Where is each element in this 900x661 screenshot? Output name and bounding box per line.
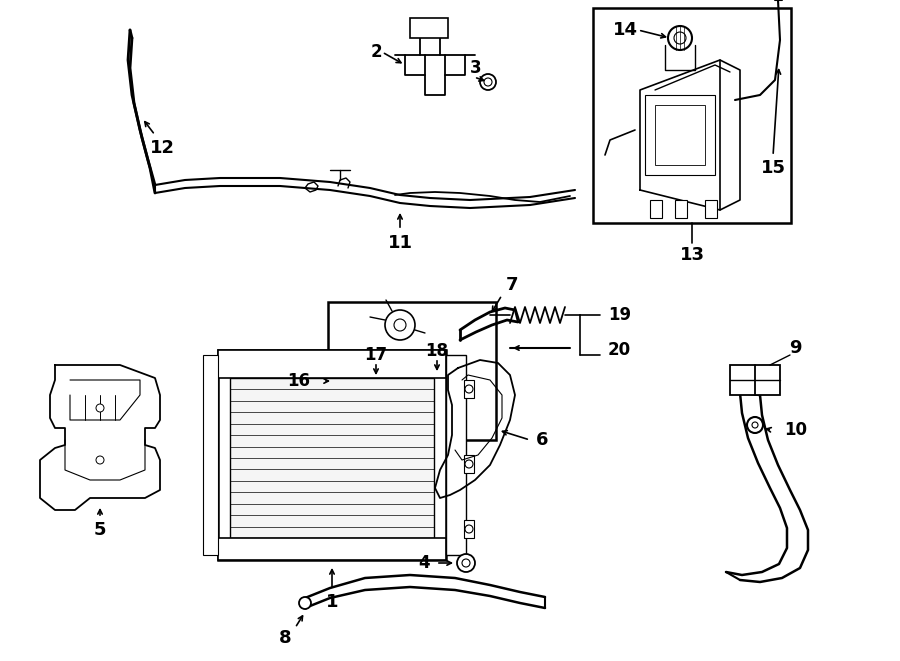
Circle shape: [372, 384, 380, 392]
Circle shape: [96, 404, 104, 412]
Circle shape: [367, 379, 385, 397]
Circle shape: [462, 559, 470, 567]
Bar: [218, 350, 446, 560]
Text: 13: 13: [680, 246, 705, 264]
Bar: [218, 350, 446, 378]
Circle shape: [96, 456, 104, 464]
Bar: [446, 355, 466, 555]
Circle shape: [432, 383, 442, 393]
Text: 15: 15: [760, 159, 786, 177]
Bar: [218, 538, 446, 560]
Bar: [410, 18, 448, 38]
Bar: [705, 200, 717, 218]
Text: 8: 8: [279, 629, 292, 647]
Text: 3: 3: [470, 59, 482, 77]
Bar: [328, 302, 496, 440]
Bar: [650, 200, 662, 218]
Circle shape: [465, 385, 473, 393]
Text: 7: 7: [506, 276, 518, 294]
Bar: [464, 520, 474, 538]
Text: 6: 6: [536, 431, 548, 449]
Circle shape: [480, 74, 496, 90]
Circle shape: [747, 417, 763, 433]
Circle shape: [465, 460, 473, 468]
Text: 16: 16: [287, 372, 310, 390]
Text: 20: 20: [608, 341, 631, 359]
Bar: [593, 8, 791, 223]
Circle shape: [385, 310, 415, 340]
Bar: [655, 105, 705, 165]
Text: 1: 1: [326, 593, 338, 611]
Text: 18: 18: [426, 342, 448, 360]
Text: 19: 19: [608, 306, 631, 324]
Circle shape: [668, 26, 692, 50]
Text: 9: 9: [788, 339, 801, 357]
Circle shape: [484, 78, 492, 86]
Bar: [464, 380, 474, 398]
Bar: [230, 378, 434, 538]
Text: 10: 10: [784, 421, 807, 439]
Text: 12: 12: [149, 139, 175, 157]
Text: 2: 2: [371, 43, 382, 61]
Text: 4: 4: [418, 554, 430, 572]
Bar: [203, 355, 218, 555]
Bar: [645, 95, 715, 175]
Circle shape: [674, 32, 686, 44]
Bar: [730, 365, 780, 395]
Circle shape: [465, 525, 473, 533]
Circle shape: [457, 554, 475, 572]
Bar: [464, 455, 474, 473]
Circle shape: [299, 597, 311, 609]
Bar: [675, 200, 687, 218]
Text: 17: 17: [364, 346, 388, 364]
Text: 14: 14: [613, 21, 638, 39]
Circle shape: [752, 422, 758, 428]
Circle shape: [394, 319, 406, 331]
Circle shape: [426, 377, 448, 399]
Text: 5: 5: [94, 521, 106, 539]
Text: 11: 11: [388, 234, 412, 252]
